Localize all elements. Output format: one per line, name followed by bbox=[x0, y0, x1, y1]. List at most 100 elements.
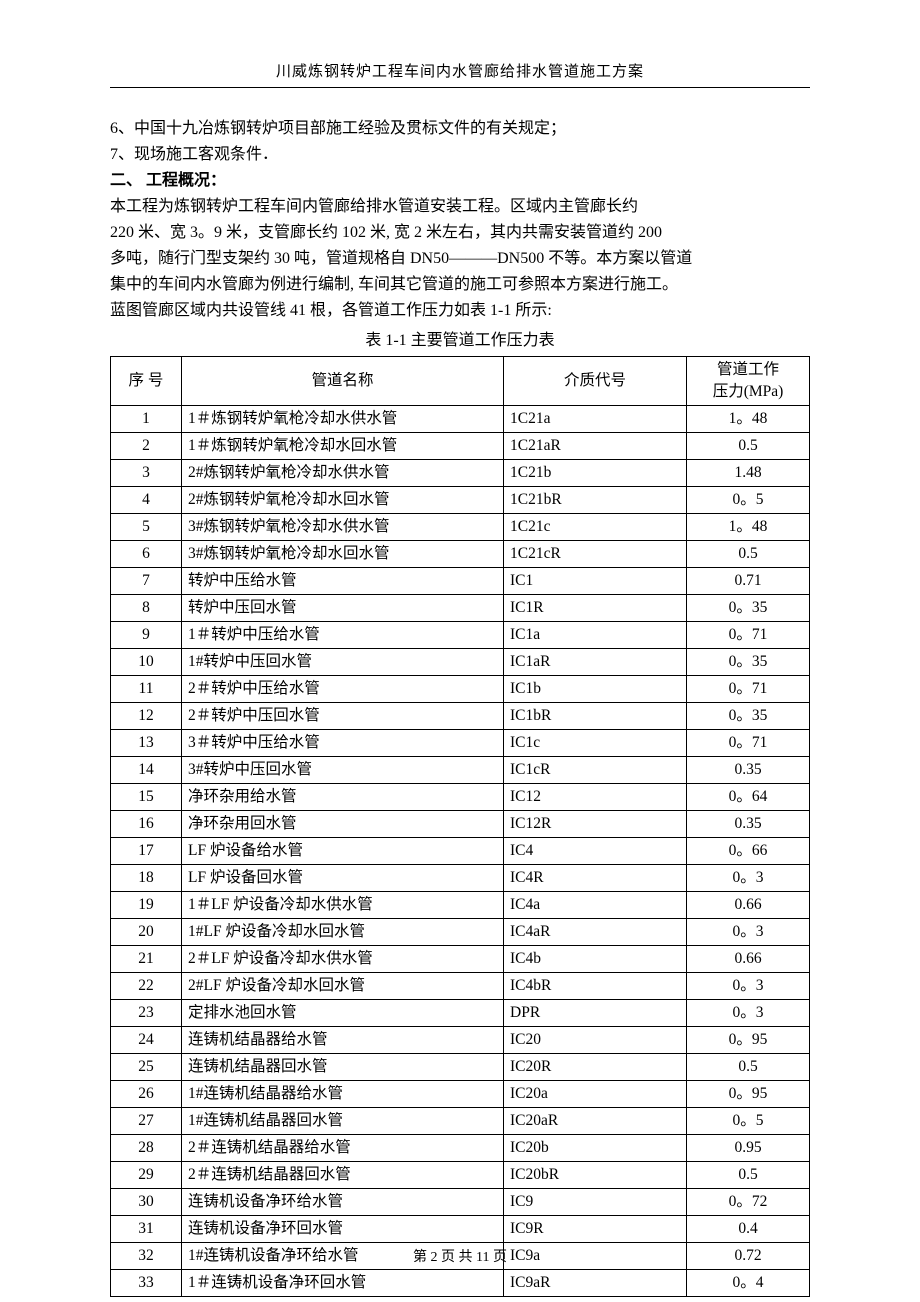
cell-seq: 4 bbox=[111, 487, 182, 514]
table-row: 32#炼钢转炉氧枪冷却水供水管1C21b1.48 bbox=[111, 460, 810, 487]
col-seq-header: 序 号 bbox=[111, 357, 182, 406]
cell-name: 净环杂用给水管 bbox=[182, 784, 504, 811]
col-pressure-line1: 管道工作 bbox=[693, 359, 803, 381]
cell-seq: 6 bbox=[111, 541, 182, 568]
cell-code: 1C21cR bbox=[504, 541, 687, 568]
cell-code: IC1c bbox=[504, 730, 687, 757]
cell-name: 2＃连铸机结晶器回水管 bbox=[182, 1162, 504, 1189]
body-text: 6、中国十九冶炼钢转炉项目部施工经验及贯标文件的有关规定； 7、现场施工客观条件… bbox=[110, 116, 810, 1297]
table-row: 101#转炉中压回水管IC1aR0。35 bbox=[111, 649, 810, 676]
cell-seq: 24 bbox=[111, 1027, 182, 1054]
table-row: 331＃连铸机设备净环回水管IC9aR0。4 bbox=[111, 1270, 810, 1297]
table-row: 25连铸机结晶器回水管IC20R0.5 bbox=[111, 1054, 810, 1081]
cell-pressure: 0.35 bbox=[687, 757, 810, 784]
cell-seq: 31 bbox=[111, 1216, 182, 1243]
cell-seq: 7 bbox=[111, 568, 182, 595]
table-row: 31连铸机设备净环回水管IC9R0.4 bbox=[111, 1216, 810, 1243]
cell-name: 1#转炉中压回水管 bbox=[182, 649, 504, 676]
cell-seq: 33 bbox=[111, 1270, 182, 1297]
cell-name: 1＃炼钢转炉氧枪冷却水回水管 bbox=[182, 433, 504, 460]
cell-seq: 19 bbox=[111, 892, 182, 919]
cell-code: IC4b bbox=[504, 946, 687, 973]
table-row: 23定排水池回水管DPR0。3 bbox=[111, 1000, 810, 1027]
table-row: 24连铸机结晶器给水管IC200。95 bbox=[111, 1027, 810, 1054]
table-row: 18LF 炉设备回水管IC4R0。3 bbox=[111, 865, 810, 892]
col-name-header: 管道名称 bbox=[182, 357, 504, 406]
cell-code: DPR bbox=[504, 1000, 687, 1027]
cell-pressure: 0.4 bbox=[687, 1216, 810, 1243]
table-row: 11＃炼钢转炉氧枪冷却水供水管1C21a1。48 bbox=[111, 406, 810, 433]
cell-seq: 27 bbox=[111, 1108, 182, 1135]
cell-code: IC1cR bbox=[504, 757, 687, 784]
cell-pressure: 0.5 bbox=[687, 1162, 810, 1189]
cell-pressure: 0。64 bbox=[687, 784, 810, 811]
cell-seq: 26 bbox=[111, 1081, 182, 1108]
header-underline bbox=[110, 87, 810, 88]
table-row: 292＃连铸机结晶器回水管IC20bR0.5 bbox=[111, 1162, 810, 1189]
table-row: 282＃连铸机结晶器给水管IC20b0.95 bbox=[111, 1135, 810, 1162]
cell-name: 2#炼钢转炉氧枪冷却水回水管 bbox=[182, 487, 504, 514]
cell-name: 2#LF 炉设备冷却水回水管 bbox=[182, 973, 504, 1000]
cell-code: IC20 bbox=[504, 1027, 687, 1054]
cell-seq: 5 bbox=[111, 514, 182, 541]
section-heading: 二、 工程概况： bbox=[110, 168, 810, 194]
cell-pressure: 0。5 bbox=[687, 1108, 810, 1135]
cell-pressure: 0.95 bbox=[687, 1135, 810, 1162]
table-row: 271#连铸机结晶器回水管IC20aR0。5 bbox=[111, 1108, 810, 1135]
cell-code: IC20R bbox=[504, 1054, 687, 1081]
cell-seq: 25 bbox=[111, 1054, 182, 1081]
cell-pressure: 0.71 bbox=[687, 568, 810, 595]
cell-name: 3＃转炉中压给水管 bbox=[182, 730, 504, 757]
cell-pressure: 0。95 bbox=[687, 1081, 810, 1108]
cell-pressure: 0。71 bbox=[687, 622, 810, 649]
cell-code: IC1 bbox=[504, 568, 687, 595]
cell-pressure: 0.35 bbox=[687, 811, 810, 838]
table-row: 91＃转炉中压给水管IC1a0。71 bbox=[111, 622, 810, 649]
page: 川威炼钢转炉工程车间内水管廊给排水管道施工方案 6、中国十九冶炼钢转炉项目部施工… bbox=[0, 0, 920, 1302]
section-label: 二、 工程概况： bbox=[110, 172, 226, 189]
cell-name: 2＃连铸机结晶器给水管 bbox=[182, 1135, 504, 1162]
cell-pressure: 1.48 bbox=[687, 460, 810, 487]
cell-name: 2＃LF 炉设备冷却水供水管 bbox=[182, 946, 504, 973]
cell-seq: 2 bbox=[111, 433, 182, 460]
para-intro-2: 220 米、宽 3。9 米，支管廊长约 102 米, 宽 2 米左右，其内共需安… bbox=[110, 220, 810, 246]
pipe-table-head: 序 号 管道名称 介质代号 管道工作 压力(MPa) bbox=[111, 357, 810, 406]
cell-code: IC20a bbox=[504, 1081, 687, 1108]
table-row: 21＃炼钢转炉氧枪冷却水回水管1C21aR0.5 bbox=[111, 433, 810, 460]
para-7: 7、现场施工客观条件． bbox=[110, 142, 810, 168]
cell-code: IC4R bbox=[504, 865, 687, 892]
footer-text: 第 2 页 共 11 页 bbox=[413, 1250, 507, 1265]
cell-code: IC12R bbox=[504, 811, 687, 838]
cell-code: IC1bR bbox=[504, 703, 687, 730]
cell-pressure: 0。5 bbox=[687, 487, 810, 514]
cell-seq: 23 bbox=[111, 1000, 182, 1027]
cell-seq: 14 bbox=[111, 757, 182, 784]
cell-pressure: 0。71 bbox=[687, 676, 810, 703]
cell-pressure: 0。3 bbox=[687, 973, 810, 1000]
cell-code: 1C21bR bbox=[504, 487, 687, 514]
cell-code: IC20b bbox=[504, 1135, 687, 1162]
cell-name: LF 炉设备回水管 bbox=[182, 865, 504, 892]
para-intro-4: 集中的车间内水管廊为例进行编制, 车间其它管道的施工可参照本方案进行施工。 bbox=[110, 272, 810, 298]
table-row: 42#炼钢转炉氧枪冷却水回水管1C21bR0。5 bbox=[111, 487, 810, 514]
cell-seq: 29 bbox=[111, 1162, 182, 1189]
para-6: 6、中国十九冶炼钢转炉项目部施工经验及贯标文件的有关规定； bbox=[110, 116, 810, 142]
cell-code: IC1b bbox=[504, 676, 687, 703]
cell-seq: 17 bbox=[111, 838, 182, 865]
table-row: 7转炉中压给水管IC10.71 bbox=[111, 568, 810, 595]
cell-pressure: 0。35 bbox=[687, 649, 810, 676]
cell-seq: 11 bbox=[111, 676, 182, 703]
cell-seq: 13 bbox=[111, 730, 182, 757]
cell-name: 2＃转炉中压给水管 bbox=[182, 676, 504, 703]
cell-pressure: 0.66 bbox=[687, 892, 810, 919]
cell-code: IC20bR bbox=[504, 1162, 687, 1189]
table-row: 17LF 炉设备给水管IC40。66 bbox=[111, 838, 810, 865]
cell-name: 1#连铸机结晶器给水管 bbox=[182, 1081, 504, 1108]
cell-seq: 20 bbox=[111, 919, 182, 946]
cell-name: 连铸机结晶器给水管 bbox=[182, 1027, 504, 1054]
table-row: 8转炉中压回水管IC1R0。35 bbox=[111, 595, 810, 622]
cell-seq: 21 bbox=[111, 946, 182, 973]
cell-code: 1C21a bbox=[504, 406, 687, 433]
cell-name: 转炉中压回水管 bbox=[182, 595, 504, 622]
table-row: 261#连铸机结晶器给水管IC20a0。95 bbox=[111, 1081, 810, 1108]
